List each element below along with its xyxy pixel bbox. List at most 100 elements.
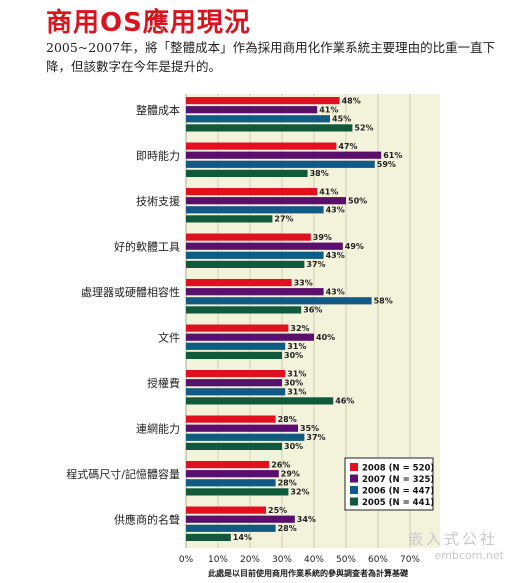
category-label: 連網能力 <box>136 422 180 436</box>
bar-value-label: 43% <box>326 288 345 297</box>
bar-value-label: 28% <box>278 524 297 533</box>
watermark-text: 嵌入式公社 <box>408 530 499 548</box>
x-tick-label: 20% <box>240 555 260 565</box>
x-tick-label: 50% <box>336 555 356 565</box>
bar-value-label: 29% <box>281 470 300 479</box>
bar-value-label: 34% <box>297 515 316 524</box>
bar-value-label: 52% <box>354 124 373 133</box>
bar <box>186 160 375 168</box>
bar-value-label: 40% <box>316 333 335 342</box>
bar-value-label: 48% <box>342 96 361 105</box>
chart-subtitle: 2005~2007年，將「整體成本」作為採用商用化作業系統主要理由的比重一直下降… <box>46 40 496 74</box>
bar <box>186 97 340 105</box>
bar <box>186 433 305 441</box>
bar-value-label: 32% <box>290 488 309 497</box>
bar <box>186 388 286 396</box>
bar-value-label: 31% <box>287 342 306 351</box>
bar <box>186 206 324 214</box>
bar <box>186 470 279 478</box>
bar-value-label: 38% <box>310 169 329 178</box>
bars-group: 48%41%45%52%47%61%59%38%41%50%43%27%39%4… <box>186 96 402 542</box>
bar-value-label: 36% <box>303 306 322 315</box>
bar-value-label: 31% <box>287 369 306 378</box>
x-tick-label: 30% <box>272 555 292 565</box>
x-tick-label: 70% <box>400 555 420 565</box>
bar-value-label: 37% <box>306 260 325 269</box>
bar <box>186 370 286 378</box>
category-label: 程式碼尺寸/記憶體容量 <box>66 467 180 481</box>
legend-label: 2006 (N = 447) <box>362 487 434 497</box>
bar-value-label: 32% <box>290 324 309 333</box>
bar <box>186 188 318 196</box>
x-tick-label: 60% <box>368 555 388 565</box>
x-axis-ticks: 0% 10% 20% 30% 40% 50% 60% 70% <box>179 555 421 565</box>
bar <box>186 115 330 123</box>
bar-value-label: 41% <box>319 187 338 196</box>
legend-swatch <box>350 497 358 506</box>
bar <box>186 306 302 314</box>
bar-value-label: 35% <box>300 424 319 433</box>
bar-value-label: 30% <box>284 379 303 388</box>
category-labels: 整體成本即時能力技術支援好的軟體工具處理器或硬體相容性文件授權費連網能力程式碼尺… <box>66 103 180 527</box>
category-label: 好的軟體工具 <box>114 240 180 254</box>
bar <box>186 279 292 287</box>
bar <box>186 233 311 241</box>
bar <box>186 379 282 387</box>
bar <box>186 524 276 532</box>
legend: 2008 (N = 520)2007 (N = 325) 2006 (N = 44… <box>344 457 434 511</box>
bar <box>186 533 231 541</box>
bar-value-label: 27% <box>274 215 293 224</box>
bar <box>186 297 372 305</box>
legend-label: 2008 (N = 520) <box>362 464 434 474</box>
bar <box>186 515 295 523</box>
bar-value-label: 50% <box>348 197 367 206</box>
bar <box>186 260 305 268</box>
x-tick-label: 0% <box>179 555 194 565</box>
bar <box>186 169 308 177</box>
x-tick-label: 40% <box>304 555 324 565</box>
bar-value-label: 31% <box>287 388 306 397</box>
bar-value-label: 59% <box>377 160 396 169</box>
bar-value-label: 43% <box>326 206 345 215</box>
bar <box>186 215 273 223</box>
chart-footnote: 此處是以目前使用商用作業系統的參與調查者為計算基礎 <box>208 568 409 578</box>
bar-value-label: 28% <box>278 479 297 488</box>
bar-value-label: 49% <box>345 242 364 251</box>
bar <box>186 151 382 159</box>
bar <box>186 242 343 250</box>
bar <box>186 442 282 450</box>
x-tick-label: 10% <box>208 555 228 565</box>
bar <box>186 461 270 469</box>
bar <box>186 197 346 205</box>
category-label: 技術支援 <box>136 194 180 208</box>
watermark-subtext: embcom.net <box>434 549 504 562</box>
bar-value-label: 14% <box>233 533 252 542</box>
bar-value-label: 45% <box>332 115 351 124</box>
category-label: 即時能力 <box>136 149 180 163</box>
bar <box>186 351 282 359</box>
bar-value-label: 41% <box>319 106 338 115</box>
bar <box>186 288 324 296</box>
legend-swatch <box>350 474 358 483</box>
category-label: 授權費 <box>147 376 180 390</box>
bar <box>186 479 276 487</box>
legend-swatch <box>350 486 358 494</box>
bar <box>186 488 289 496</box>
bar-value-label: 47% <box>338 142 357 151</box>
category-label: 文件 <box>158 331 180 345</box>
bar <box>186 106 318 114</box>
bar-value-label: 46% <box>335 397 354 406</box>
category-label: 處理器或硬體相容性 <box>81 285 180 299</box>
bar-value-label: 39% <box>313 233 332 242</box>
bar-value-label: 28% <box>278 415 297 424</box>
bar-value-label: 30% <box>284 351 303 360</box>
bar <box>186 506 266 514</box>
legend-box <box>344 457 434 511</box>
bar <box>186 124 353 132</box>
category-label: 整體成本 <box>136 103 180 117</box>
bar-value-label: 26% <box>271 460 290 469</box>
bar <box>186 251 324 259</box>
bar-value-label: 30% <box>284 442 303 451</box>
bar <box>186 333 314 341</box>
bar-value-label: 58% <box>374 297 393 306</box>
